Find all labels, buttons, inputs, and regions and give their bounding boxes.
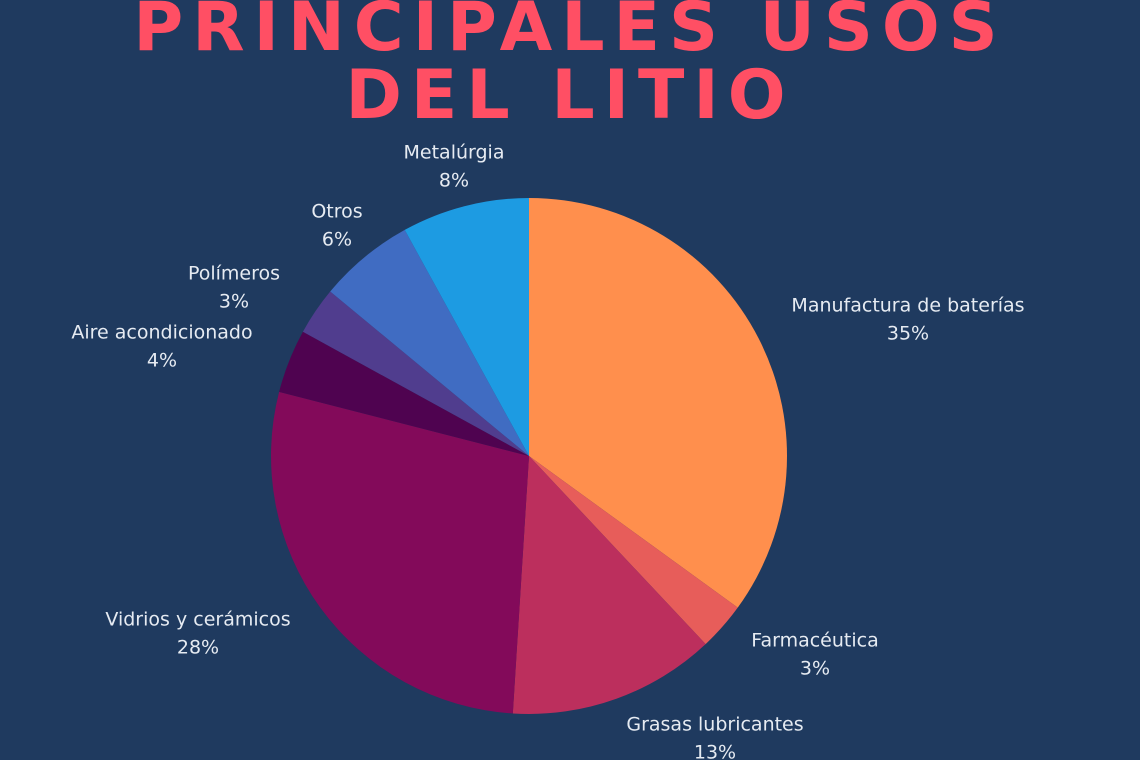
slice-value-otros: 6% [322,229,352,251]
pie-slice-farmaceutica [529,456,738,645]
pie-slices [271,198,788,714]
slice-label-polimeros: Polímeros [188,263,280,285]
slice-value-farmaceutica: 3% [800,658,830,680]
pie-labels: Manufactura de baterías 35% Farmacéutica 3%… [71,142,1024,760]
chart-title-line-2: DEL LITIO [345,56,795,135]
pie-slice-aire-acondicionado [279,331,529,456]
slice-label-vidrios-y-ceramicos: Vidrios y cerámicos [105,609,290,631]
slice-value-grasas-lubricantes: 13% [694,742,736,760]
slice-label-metalurgia: Metalúrgia [404,142,505,164]
pie-slice-metalurgia [404,198,529,456]
slice-label-grasas-lubricantes: Grasas lubricantes [626,714,803,736]
slice-value-manufactura-de-baterias: 35% [887,323,929,345]
pie-slice-vidrios-y-ceramicos [271,391,529,714]
slice-value-aire-acondicionado: 4% [147,350,177,372]
pie-slice-otros [330,229,529,456]
chart-title-line-1: PRINCIPALES USOS [133,0,1007,67]
slice-label-farmaceutica: Farmacéutica [751,630,878,652]
slice-value-metalurgia: 8% [439,170,469,192]
slice-value-vidrios-y-ceramicos: 28% [177,637,219,659]
pie-slice-manufactura-de-baterias [529,198,788,608]
slice-value-polimeros: 3% [219,291,249,313]
pie-slice-grasas-lubricantes [512,456,706,714]
slice-label-otros: Otros [311,201,362,223]
slice-label-manufactura-de-baterias: Manufactura de baterías [791,295,1024,317]
slice-label-aire-acondicionado: Aire acondicionado [71,322,252,344]
pie-slice-polimeros [302,291,529,456]
